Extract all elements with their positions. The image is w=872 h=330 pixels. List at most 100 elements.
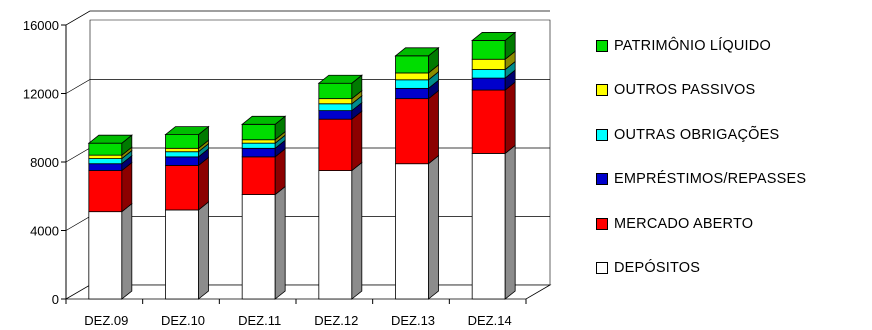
bar-patrim-nio-l-quido	[164, 125, 210, 150]
bar-top	[394, 47, 440, 57]
bar-stack-dez-11	[241, 115, 287, 300]
legend-label: OUTROS PASSIVOS	[614, 82, 756, 99]
wall-edge	[65, 10, 91, 26]
bar-patrim-nio-l-quido	[87, 134, 133, 156]
bar-patrim-nio-l-quido	[394, 46, 440, 74]
bar-side	[504, 144, 516, 300]
bar-side	[351, 161, 363, 300]
bar-dep-sitos	[471, 144, 516, 300]
legend-item: MERCADO ABERTO	[596, 214, 872, 234]
legend: PATRIMÔNIO LÍQUIDO OUTROS PASSIVOS OUTRAS …	[596, 36, 872, 302]
bar-top	[87, 134, 133, 144]
bar-front	[395, 87, 429, 100]
bar-empr-stimos-repasses	[88, 154, 133, 172]
bar-front	[165, 151, 199, 158]
bar-front	[318, 118, 353, 171]
bar-side	[121, 161, 133, 213]
bar-front	[88, 158, 123, 165]
legend-label: MERCADO ABERTO	[614, 215, 754, 232]
bar-mercado-aberto	[395, 89, 439, 165]
legend-label: OUTRAS OBRIGAÇÕES	[614, 126, 780, 143]
bar-patrim-nio-l-quido	[241, 115, 287, 141]
legend-swatch	[596, 128, 608, 141]
bar-dep-sitos	[88, 202, 133, 300]
y-tick-label: 4000	[30, 224, 59, 239]
bar-front	[88, 142, 123, 156]
x-tick-label: DEZ.13	[391, 313, 435, 328]
bar-dep-sitos	[165, 201, 209, 300]
bar-stack-dez-12	[317, 74, 363, 300]
bar-front	[395, 72, 429, 81]
bar-front	[471, 77, 506, 91]
bar-dep-sitos	[318, 161, 363, 300]
x-tick-label: DEZ.11	[238, 313, 281, 328]
bar-front	[165, 165, 199, 211]
x-tick-label: DEZ.12	[314, 313, 358, 328]
y-tick-label: 12000	[23, 87, 59, 102]
bar-front	[165, 134, 199, 149]
x-tick-label: DEZ.10	[161, 313, 205, 328]
x-tick-label: DEZ.09	[84, 313, 128, 328]
bar-front	[241, 139, 276, 144]
bar-front	[471, 40, 506, 60]
legend-swatch	[596, 40, 608, 52]
bar-top	[471, 32, 517, 41]
bar-front	[318, 98, 353, 105]
bar-side	[504, 81, 516, 155]
bar-front	[395, 79, 429, 89]
bar-front	[241, 147, 276, 158]
legend-item: PATRIMÔNIO LÍQUIDO	[596, 36, 872, 56]
bar-side	[198, 156, 209, 211]
axes	[61, 10, 527, 304]
legend-swatch	[596, 217, 608, 230]
y-tick-label: 0	[52, 292, 59, 307]
bar-side	[428, 89, 439, 165]
legend-swatch	[596, 173, 608, 186]
bar-front	[471, 89, 506, 154]
bar-stack-dez-14	[471, 31, 517, 300]
bar-patrim-nio-l-quido	[317, 74, 363, 100]
y-tick-label: 8000	[30, 155, 59, 170]
bar-front	[318, 103, 353, 112]
bar-dep-sitos	[395, 154, 439, 300]
bar-stack-dez-09	[87, 134, 133, 300]
bar-dep-sitos	[241, 185, 286, 300]
bar-front	[88, 163, 123, 171]
bar-front	[241, 194, 276, 300]
y-tick-labels: 0 4000 8000 12000 16000	[23, 18, 59, 307]
legend-swatch	[596, 84, 608, 97]
bar-front	[318, 170, 353, 300]
bar-side	[428, 154, 439, 300]
legend-label: PATRIMÔNIO LÍQUIDO	[614, 38, 771, 54]
bar-front	[318, 82, 353, 100]
bar-side	[274, 185, 286, 300]
bar-side	[121, 202, 133, 300]
bar-front	[471, 153, 506, 300]
bar-front	[241, 123, 276, 141]
bar-mercado-aberto	[241, 148, 286, 196]
bar-front	[88, 154, 123, 159]
bar-front	[395, 98, 429, 165]
legend-item: DEPÓSITOS	[596, 258, 872, 278]
legend-label: DEPÓSITOS	[614, 259, 701, 276]
bar-front	[88, 211, 123, 300]
bar-stack-dez-10	[164, 125, 210, 300]
x-tick-labels: DEZ.09 DEZ.10 DEZ.11 DEZ.12 DEZ.13 DEZ.14	[84, 313, 511, 328]
bar-top	[317, 74, 363, 84]
bar-front	[241, 142, 276, 149]
bar-front	[395, 163, 429, 300]
legend-item: OUTROS PASSIVOS	[596, 80, 872, 100]
bar-side	[351, 110, 363, 172]
y-tick-label: 16000	[23, 18, 59, 33]
bar-front	[165, 156, 199, 166]
bar-mercado-aberto	[88, 161, 133, 213]
bar-front	[395, 55, 429, 74]
bar-front	[471, 58, 506, 70]
legend-item: OUTRAS OBRIGAÇÕES	[596, 125, 872, 145]
bar-side	[198, 201, 209, 300]
legend-swatch	[596, 261, 608, 274]
legend-label: EMPRÉSTIMOS/REPASSES	[614, 171, 807, 188]
x-tick-label: DEZ.14	[468, 313, 512, 328]
bar-top	[241, 115, 287, 125]
